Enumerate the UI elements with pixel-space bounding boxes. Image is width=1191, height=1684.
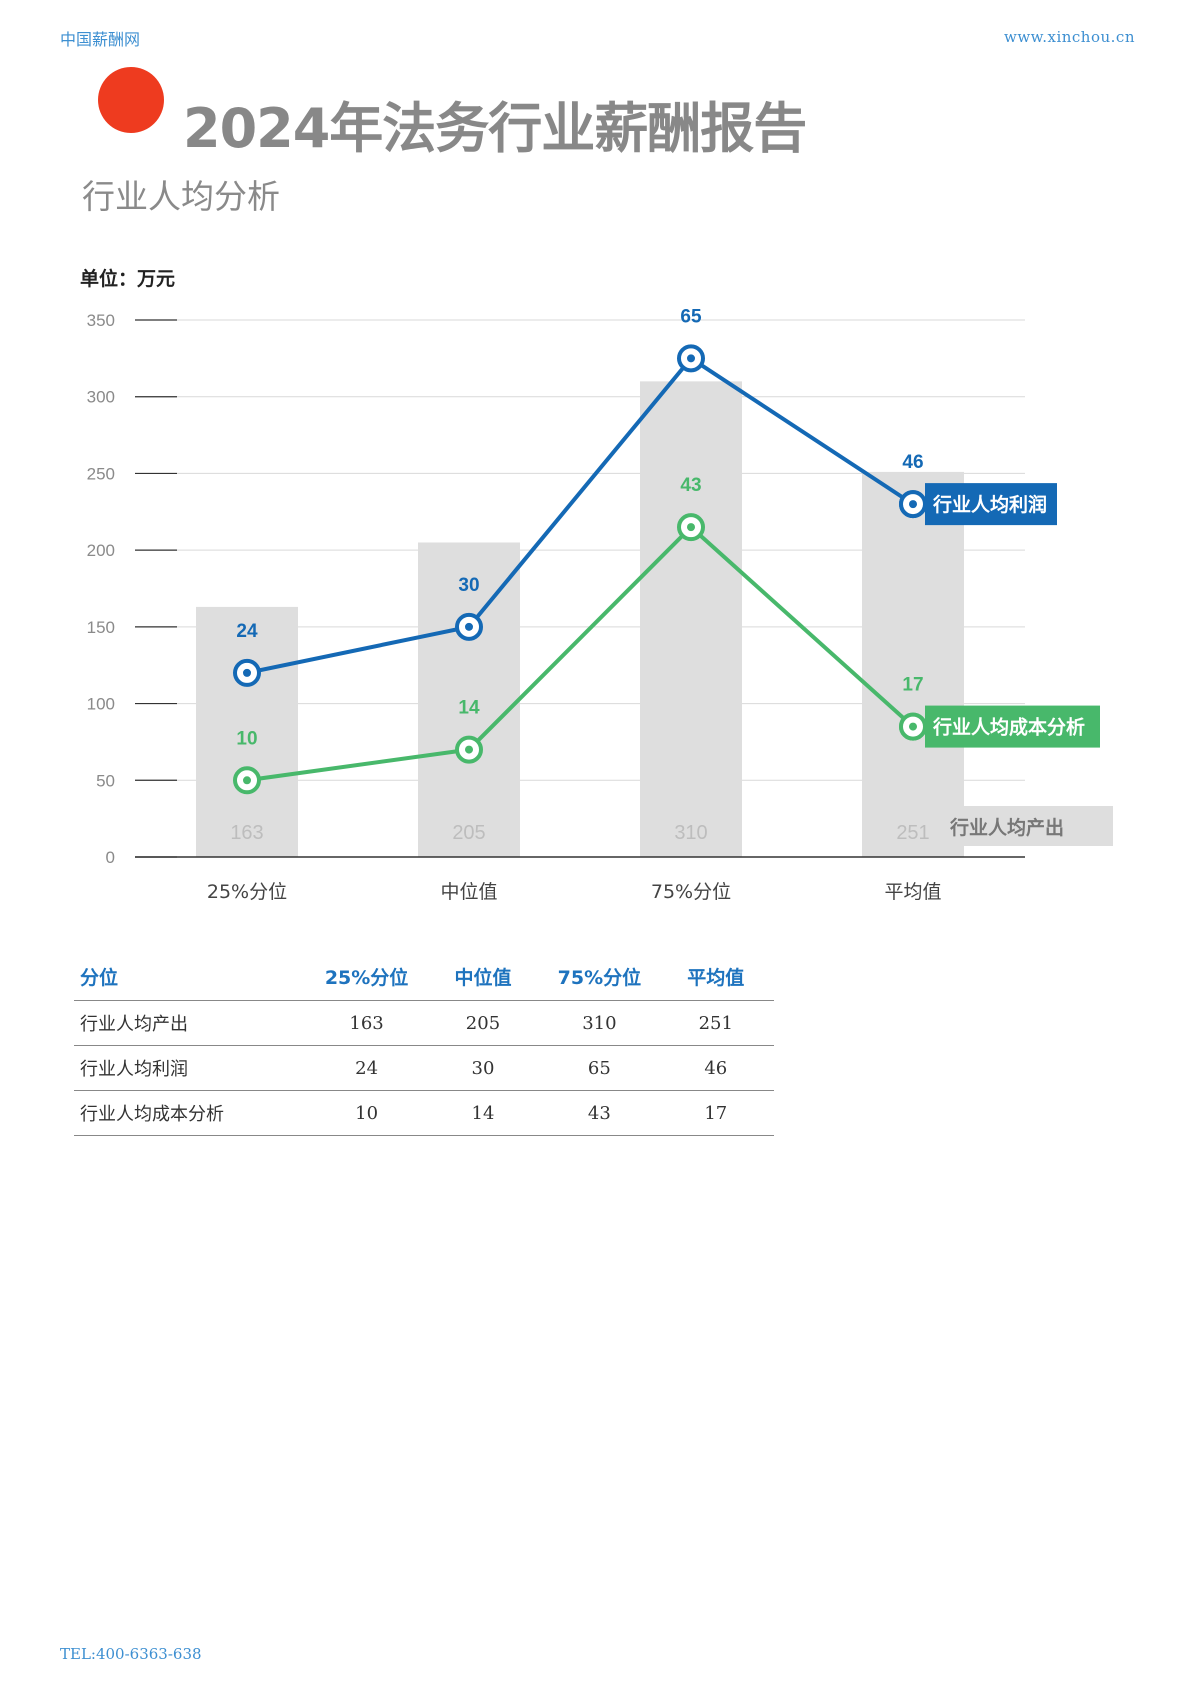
row-label: 行业人均成本分析 — [74, 1090, 309, 1136]
table-cell: 46 — [657, 1045, 774, 1091]
y-tick-label: 350 — [87, 311, 115, 330]
series-line — [246, 356, 915, 675]
x-tick-label: 75%分位 — [651, 881, 731, 903]
y-tick-label: 150 — [87, 618, 115, 637]
series-point-dot — [687, 354, 695, 363]
table-cell: 30 — [424, 1045, 542, 1091]
table-cell: 17 — [657, 1090, 774, 1136]
table-header-row: 分位 25%分位 中位值 75%分位 平均值 — [74, 955, 774, 1001]
x-tick-label: 平均值 — [884, 881, 941, 903]
red-dot-decoration — [98, 67, 164, 133]
series-value-label: 30 — [458, 575, 479, 596]
legend-bg-series — [925, 483, 1057, 526]
y-tick-label: 50 — [96, 771, 115, 790]
series-value-label: 65 — [680, 306, 702, 327]
x-tick-label: 中位值 — [440, 881, 497, 903]
table-cell: 10 — [308, 1090, 425, 1136]
legend-label-output: 行业人均产出 — [949, 816, 1064, 839]
table-header: 75%分位 — [541, 955, 658, 1001]
bar — [418, 542, 520, 857]
table-row: 行业人均成本分析 10 14 43 17 — [74, 1090, 774, 1136]
y-tick-label: 250 — [87, 464, 115, 483]
bar — [640, 381, 742, 857]
series-point-dot — [687, 523, 695, 532]
x-tick-label: 25%分位 — [207, 881, 287, 903]
table-header: 平均值 — [657, 955, 774, 1001]
salary-chart: 0 50 100 150 200 250 300 350 163 205 310 251 行业人均产出 2… — [87, 306, 1113, 903]
table-cell: 310 — [541, 1000, 658, 1046]
report-title: 2024年法务行业薪酬报告 — [183, 97, 807, 160]
y-tick-label: 0 — [106, 848, 115, 867]
bar — [196, 606, 298, 857]
series-point-dot — [909, 500, 917, 509]
series-value-label: 17 — [902, 675, 923, 696]
y-tick-label: 300 — [87, 388, 115, 407]
section-subtitle: 行业人均分析 — [82, 177, 280, 216]
series-point-dot — [909, 722, 917, 731]
series-line — [246, 525, 915, 783]
series-point-dot — [243, 776, 251, 785]
site-name: 中国薪酬网 — [60, 30, 141, 49]
data-table: 分位 25%分位 中位值 75%分位 平均值 行业人均产出 163 205 31… — [74, 955, 774, 1136]
bar-value-label: 310 — [674, 822, 707, 844]
footer-phone: TEL:400-6363-638 — [60, 1645, 202, 1663]
table-header: 中位值 — [424, 955, 542, 1001]
series-point-dot — [243, 668, 251, 677]
table-header: 25%分位 — [308, 955, 425, 1001]
row-label: 行业人均产出 — [74, 1000, 309, 1046]
bar — [862, 471, 964, 857]
table-cell: 43 — [541, 1090, 658, 1136]
series-point-dot — [465, 745, 473, 754]
legend-label-series: 行业人均利润 — [932, 493, 1047, 516]
table-cell: 251 — [657, 1000, 774, 1046]
series-value-label: 24 — [236, 621, 258, 642]
table-cell: 65 — [541, 1045, 658, 1091]
table-cell: 205 — [424, 1000, 542, 1046]
table-row: 行业人均利润 24 30 65 46 — [74, 1045, 774, 1091]
legend-bg-series — [925, 705, 1100, 748]
bar-value-label: 205 — [452, 822, 485, 844]
table-cell: 163 — [308, 1000, 425, 1046]
table-cell: 14 — [424, 1090, 542, 1136]
site-url[interactable]: www.xinchou.cn — [1003, 28, 1135, 46]
series-value-label: 10 — [236, 728, 257, 749]
series-value-label: 43 — [680, 475, 701, 496]
series-value-label: 46 — [902, 452, 923, 473]
table-header: 分位 — [74, 955, 309, 1001]
legend-bg-output — [953, 806, 1113, 846]
row-label: 行业人均利润 — [74, 1045, 309, 1091]
unit-label: 单位：万元 — [80, 268, 176, 290]
y-tick-label: 200 — [87, 541, 115, 560]
bar-value-label: 163 — [230, 822, 263, 844]
bar-value-label: 251 — [896, 822, 929, 844]
legend-label-series: 行业人均成本分析 — [932, 716, 1085, 739]
series-value-label: 14 — [458, 698, 480, 719]
series-point-dot — [465, 622, 473, 631]
table-cell: 24 — [308, 1045, 425, 1091]
table-row: 行业人均产出 163 205 310 251 — [74, 1000, 774, 1046]
y-tick-label: 100 — [87, 695, 115, 714]
